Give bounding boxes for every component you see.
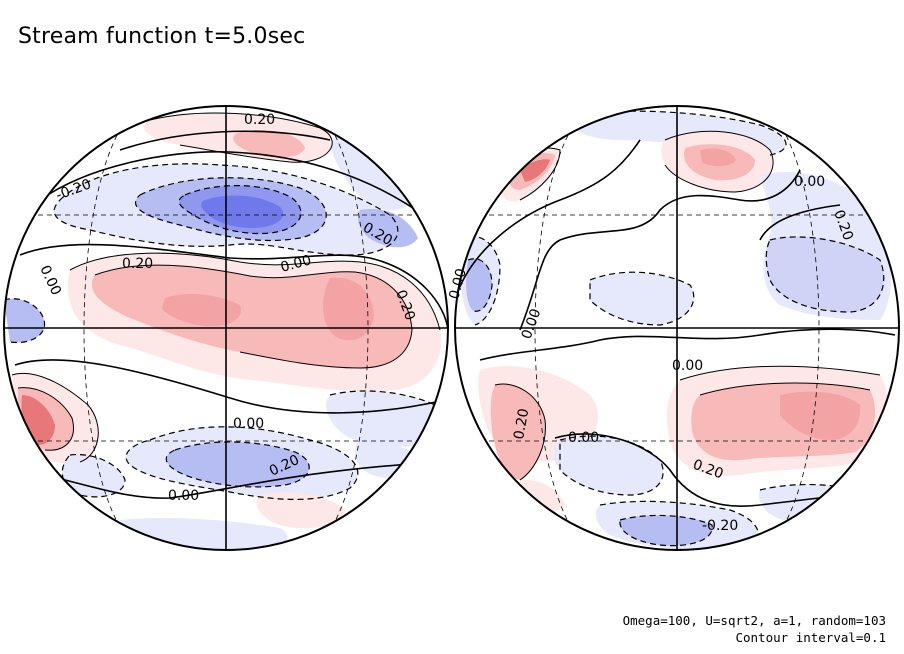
left-hemisphere-outline bbox=[3, 105, 449, 551]
right-hemisphere: 0.00 0.20 0.00 0.00 0.20 0.00 0.20 -0.20… bbox=[446, 105, 900, 551]
left-hemisphere: 0.20 -0.20 0.20 0.00 0.20 0.00 0.20 0.00… bbox=[3, 105, 449, 551]
right-contour-label: 0.00 bbox=[446, 267, 470, 301]
parameters-note: Omega=100, U=sqrt2, a=1, random=103 bbox=[622, 613, 886, 628]
left-graticule bbox=[20, 119, 432, 537]
right-contour-label: 0.20 bbox=[511, 407, 532, 440]
right-contour-label: 0.00 bbox=[568, 430, 599, 446]
left-filled-contours bbox=[4, 106, 448, 550]
left-contour-label: 0.00 bbox=[168, 488, 199, 504]
left-contour-label: 0.00 bbox=[233, 416, 264, 432]
left-contour-label: 0.20 bbox=[122, 256, 153, 272]
plot-title: Stream function t=5.0sec bbox=[18, 24, 306, 49]
right-contour-label: 0.00 bbox=[794, 174, 825, 190]
contour-interval-note: Contour interval=0.1 bbox=[735, 630, 886, 645]
right-graticule bbox=[471, 119, 883, 537]
left-contour-label: 0.00 bbox=[279, 252, 313, 276]
right-contour-label: 0.00 bbox=[672, 358, 703, 374]
left-contour-label: 0.20 bbox=[244, 112, 275, 128]
right-hemisphere-outline bbox=[454, 105, 900, 551]
right-contour-label: -0.20 bbox=[702, 518, 738, 534]
